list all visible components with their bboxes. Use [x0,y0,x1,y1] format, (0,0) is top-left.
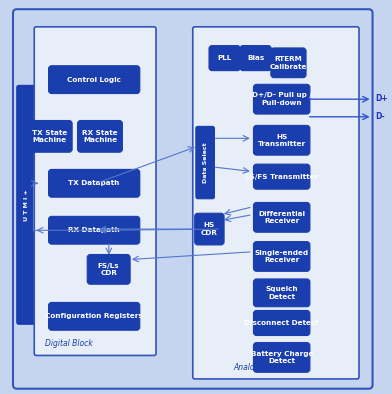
FancyBboxPatch shape [193,27,359,379]
Text: D-: D- [375,112,385,121]
FancyBboxPatch shape [209,46,240,71]
FancyBboxPatch shape [254,164,310,189]
Text: RX Datapath: RX Datapath [68,227,120,233]
FancyBboxPatch shape [87,255,130,284]
FancyBboxPatch shape [254,310,310,336]
Text: PLL: PLL [218,55,232,61]
Text: Battery Charge
Detect: Battery Charge Detect [250,351,313,364]
Text: RX State
Machine: RX State Machine [82,130,118,143]
FancyBboxPatch shape [254,125,310,155]
FancyBboxPatch shape [254,242,310,271]
FancyBboxPatch shape [195,213,224,245]
FancyBboxPatch shape [27,121,72,152]
FancyBboxPatch shape [49,303,140,330]
FancyBboxPatch shape [254,84,310,114]
FancyBboxPatch shape [49,66,140,93]
Text: Configuration Registers: Configuration Registers [45,313,143,319]
Text: Squelch
Detect: Squelch Detect [265,286,298,299]
Text: Disconnect Detect: Disconnect Detect [244,320,319,326]
Text: U T M I +: U T M I + [24,189,29,221]
Text: Bias: Bias [247,55,264,61]
FancyBboxPatch shape [196,126,214,199]
Text: HS
CDR: HS CDR [201,222,218,236]
Text: Control Logic: Control Logic [67,77,121,83]
Text: Differential
Receiver: Differential Receiver [258,211,305,224]
Text: D+: D+ [375,94,388,103]
Text: D+/D- Pull up /
Pull-down: D+/D- Pull up / Pull-down [252,93,312,106]
Text: FS/Ls
CDR: FS/Ls CDR [98,263,120,276]
FancyBboxPatch shape [13,9,372,389]
Text: RTERM
Calibrate: RTERM Calibrate [270,56,307,70]
Text: Analog Block: Analog Block [234,363,283,372]
Text: Data Select: Data Select [203,142,208,183]
FancyBboxPatch shape [34,27,156,355]
Text: HS
Transmitter: HS Transmitter [258,134,306,147]
Text: TX State
Machine: TX State Machine [32,130,67,143]
FancyBboxPatch shape [240,46,271,71]
FancyBboxPatch shape [49,169,140,197]
FancyBboxPatch shape [49,216,140,244]
Text: TX Datapath: TX Datapath [69,180,120,186]
FancyBboxPatch shape [78,121,122,152]
FancyBboxPatch shape [17,85,35,324]
FancyBboxPatch shape [254,342,310,372]
FancyBboxPatch shape [271,48,306,78]
Text: LS/FS Transmitter: LS/FS Transmitter [245,174,318,180]
Text: Digital Block: Digital Block [45,339,93,348]
FancyBboxPatch shape [254,279,310,307]
FancyBboxPatch shape [254,203,310,232]
Text: Single-ended
Receiver: Single-ended Receiver [255,250,309,263]
